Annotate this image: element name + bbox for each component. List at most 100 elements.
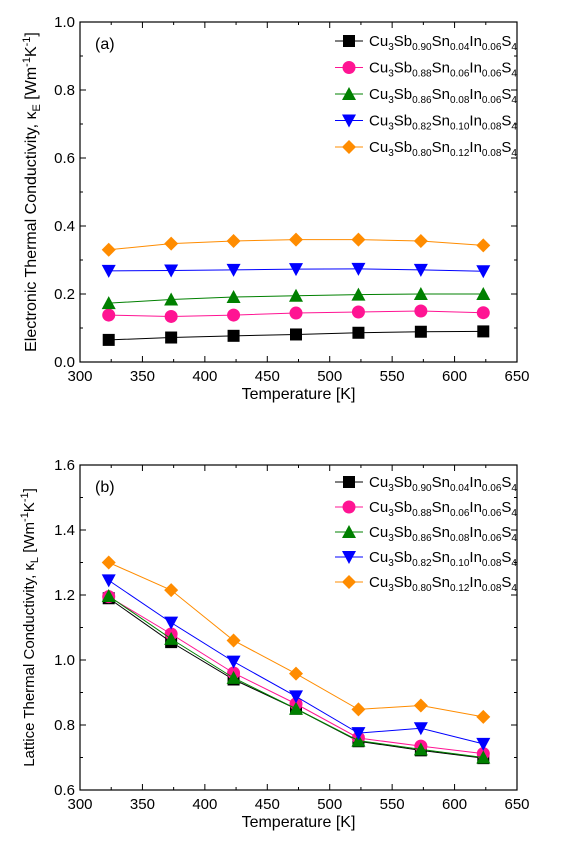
legend-marker bbox=[342, 87, 356, 100]
data-point bbox=[164, 631, 179, 645]
legend-entry: Cu3Sb0.88Sn0.06In0.06S4 bbox=[335, 60, 517, 80]
data-point bbox=[476, 287, 491, 300]
x-axis-title: Temperature [K] bbox=[242, 814, 356, 831]
legend-entry: Cu3Sb0.80Sn0.12In0.08S4 bbox=[335, 574, 517, 594]
data-point bbox=[226, 655, 241, 669]
data-point bbox=[164, 264, 179, 278]
x-tick-label: 550 bbox=[380, 368, 405, 385]
x-tick-label: 600 bbox=[442, 796, 467, 813]
legend-marker bbox=[342, 575, 356, 589]
y-tick-label: 1.0 bbox=[54, 652, 75, 669]
y-tick-label: 0.6 bbox=[54, 782, 75, 799]
legend-entry: Cu3Sb0.82Sn0.10In0.08S4 bbox=[335, 549, 517, 569]
data-point bbox=[351, 305, 365, 319]
series-1 bbox=[102, 304, 490, 323]
y-tick-label: 0.8 bbox=[54, 717, 75, 734]
data-point bbox=[226, 263, 241, 277]
panel-label: (a) bbox=[95, 36, 115, 53]
x-tick-label: 500 bbox=[317, 796, 342, 813]
data-point bbox=[476, 750, 491, 764]
data-point bbox=[289, 690, 304, 704]
series-4 bbox=[101, 232, 491, 257]
legend-label: Cu3Sb0.90Sn0.04In0.06S4 bbox=[369, 474, 517, 494]
legend-label: Cu3Sb0.82Sn0.10In0.08S4 bbox=[369, 549, 517, 569]
data-point bbox=[351, 262, 366, 276]
data-point bbox=[413, 722, 428, 736]
legend-entry: Cu3Sb0.90Sn0.04In0.06S4 bbox=[335, 474, 517, 494]
x-axis-title: Temperature [K] bbox=[242, 386, 356, 403]
data-point bbox=[476, 265, 491, 279]
data-point bbox=[290, 328, 303, 341]
legend-marker bbox=[342, 61, 356, 74]
data-point bbox=[413, 742, 428, 756]
data-point bbox=[289, 666, 304, 681]
panel-label: (b) bbox=[95, 479, 115, 496]
data-point bbox=[164, 583, 179, 598]
data-point bbox=[164, 616, 179, 630]
data-point bbox=[226, 633, 241, 648]
data-point bbox=[413, 233, 428, 248]
legend-label: Cu3Sb0.86Sn0.08In0.06S4 bbox=[369, 86, 517, 106]
series-2 bbox=[101, 588, 491, 764]
legend-entry: Cu3Sb0.88Sn0.06In0.06S4 bbox=[335, 499, 517, 519]
y-tick-label: 1.4 bbox=[54, 522, 75, 539]
x-tick-label: 550 bbox=[380, 796, 405, 813]
data-point bbox=[289, 701, 304, 715]
y-tick-label: 0.4 bbox=[54, 218, 75, 235]
data-point bbox=[101, 242, 116, 257]
legend-entry: Cu3Sb0.82Sn0.10In0.08S4 bbox=[335, 113, 517, 133]
data-point bbox=[289, 232, 304, 247]
data-point bbox=[289, 263, 304, 277]
x-tick-label: 400 bbox=[192, 368, 217, 385]
legend-entry: Cu3Sb0.90Sn0.04In0.06S4 bbox=[335, 33, 517, 53]
data-point bbox=[351, 232, 366, 247]
data-point bbox=[477, 325, 490, 338]
legend-marker bbox=[342, 525, 356, 538]
data-point bbox=[164, 236, 179, 251]
legend-marker bbox=[343, 35, 355, 47]
legend-marker bbox=[343, 476, 355, 488]
x-tick-label: 500 bbox=[317, 368, 342, 385]
x-tick-label: 650 bbox=[504, 796, 529, 813]
x-tick-label: 350 bbox=[130, 368, 155, 385]
x-tick-label: 300 bbox=[67, 796, 92, 813]
legend-marker bbox=[342, 140, 356, 154]
y-tick-label: 0.0 bbox=[54, 354, 75, 371]
y-axis-title: Electronic Thermal Conductivity, κE [Wm-… bbox=[21, 32, 43, 352]
legend-label: Cu3Sb0.80Sn0.12In0.08S4 bbox=[369, 574, 517, 594]
legend-entry: Cu3Sb0.80Sn0.12In0.08S4 bbox=[335, 139, 517, 159]
data-point bbox=[101, 574, 116, 588]
data-point bbox=[226, 290, 241, 304]
series-3 bbox=[101, 574, 491, 751]
data-point bbox=[476, 306, 490, 320]
data-point bbox=[352, 326, 365, 339]
chart-panel-b: 300 350 400 450 500 550 600 650 0.6 0.8 1.0 1.2 1.4 1… bbox=[19, 457, 530, 831]
legend-marker bbox=[342, 551, 356, 564]
y-tick-label: 1.2 bbox=[54, 587, 75, 604]
data-point bbox=[476, 737, 491, 751]
chart-panel-a: 300 350 400 450 500 550 600 650 0.0 0.2 0.4 0.6 0.8 1… bbox=[21, 14, 530, 403]
y-axis-title: Lattice Thermal Conductivity, κL [Wm-1K-… bbox=[19, 488, 41, 767]
data-point bbox=[413, 698, 428, 713]
data-point bbox=[289, 288, 304, 302]
series-3 bbox=[101, 262, 491, 279]
legend-label: Cu3Sb0.86Sn0.08In0.06S4 bbox=[369, 524, 517, 544]
y-tick-label: 0.6 bbox=[54, 150, 75, 167]
legend-label: Cu3Sb0.88Sn0.06In0.06S4 bbox=[369, 499, 517, 519]
legend: Cu3Sb0.90Sn0.04In0.06S4 Cu3Sb0.88Sn0.06In… bbox=[335, 474, 517, 594]
data-point bbox=[226, 233, 241, 248]
series-4 bbox=[101, 555, 491, 724]
x-tick-label: 600 bbox=[442, 368, 467, 385]
x-tick-label: 400 bbox=[192, 796, 217, 813]
data-point bbox=[351, 727, 366, 741]
x-tick-label: 350 bbox=[130, 796, 155, 813]
data-point bbox=[413, 263, 428, 277]
data-point bbox=[351, 702, 366, 717]
x-tick-label: 450 bbox=[255, 796, 280, 813]
data-point bbox=[227, 329, 240, 342]
data-point bbox=[414, 304, 428, 318]
data-point bbox=[164, 309, 178, 323]
data-point bbox=[351, 287, 366, 301]
series-0 bbox=[102, 325, 490, 346]
